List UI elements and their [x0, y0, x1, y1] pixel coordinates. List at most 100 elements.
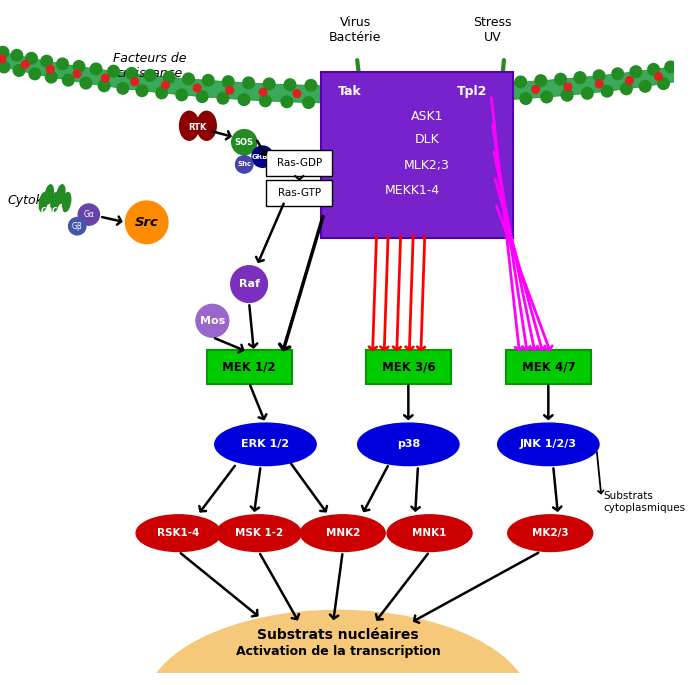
Text: MEKK1-4: MEKK1-4	[385, 184, 440, 197]
Text: ASK1: ASK1	[410, 110, 443, 123]
Circle shape	[281, 96, 292, 108]
Circle shape	[243, 77, 254, 88]
Circle shape	[193, 84, 201, 92]
Circle shape	[47, 66, 54, 73]
Text: MSK 1-2: MSK 1-2	[235, 528, 283, 538]
Circle shape	[499, 94, 510, 105]
Circle shape	[325, 97, 336, 109]
Text: Facteurs de
croissance: Facteurs de croissance	[113, 53, 186, 80]
Text: MK2/3: MK2/3	[532, 528, 569, 538]
Ellipse shape	[507, 515, 593, 551]
Circle shape	[260, 95, 271, 107]
Text: SOS: SOS	[235, 138, 254, 147]
Circle shape	[183, 73, 194, 85]
Text: Tak: Tak	[338, 85, 362, 98]
Circle shape	[235, 155, 253, 173]
Text: Substrats nucléaires: Substrats nucléaires	[257, 627, 419, 642]
Circle shape	[369, 98, 380, 110]
Circle shape	[411, 80, 422, 92]
Circle shape	[202, 75, 214, 86]
Circle shape	[369, 80, 380, 92]
Text: Stress
UV: Stress UV	[473, 16, 512, 44]
Text: RTK: RTK	[188, 123, 207, 132]
Circle shape	[327, 90, 335, 99]
Text: Gβ: Gβ	[72, 222, 82, 231]
Ellipse shape	[215, 423, 316, 466]
Circle shape	[13, 64, 25, 76]
Text: Substrats
cytoplasmiques: Substrats cytoplasmiques	[603, 491, 685, 513]
Circle shape	[131, 78, 139, 86]
Circle shape	[434, 97, 446, 108]
Circle shape	[389, 80, 401, 92]
Text: MLK2;3: MLK2;3	[403, 159, 450, 172]
Circle shape	[0, 55, 6, 63]
Text: MNK1: MNK1	[413, 528, 447, 538]
Circle shape	[73, 61, 84, 72]
Circle shape	[431, 90, 438, 98]
Circle shape	[682, 68, 690, 76]
Circle shape	[232, 129, 257, 155]
Circle shape	[78, 204, 99, 225]
Circle shape	[348, 80, 359, 92]
Circle shape	[574, 72, 586, 84]
Ellipse shape	[144, 610, 531, 685]
Circle shape	[68, 217, 86, 235]
Circle shape	[223, 76, 234, 88]
Circle shape	[465, 89, 473, 97]
Circle shape	[648, 64, 660, 75]
Circle shape	[45, 71, 57, 83]
Circle shape	[453, 79, 465, 90]
Circle shape	[456, 96, 468, 108]
Circle shape	[432, 79, 444, 91]
Ellipse shape	[387, 515, 472, 551]
Text: Activation de la transcription: Activation de la transcription	[235, 645, 440, 658]
Circle shape	[515, 76, 526, 88]
Circle shape	[0, 61, 10, 73]
Circle shape	[601, 86, 613, 97]
Ellipse shape	[62, 192, 70, 212]
Circle shape	[252, 146, 273, 167]
Circle shape	[29, 68, 40, 79]
Polygon shape	[0, 17, 698, 103]
FancyBboxPatch shape	[267, 180, 332, 206]
Circle shape	[217, 92, 229, 104]
Circle shape	[593, 70, 605, 82]
Circle shape	[226, 86, 234, 94]
Ellipse shape	[136, 515, 221, 551]
Circle shape	[11, 49, 22, 61]
Text: Ras-GTP: Ras-GTP	[278, 188, 321, 199]
Circle shape	[57, 58, 68, 70]
Text: p38: p38	[396, 439, 420, 449]
Circle shape	[80, 77, 91, 89]
Text: DLK: DLK	[415, 134, 439, 147]
Circle shape	[107, 66, 119, 77]
Circle shape	[655, 73, 662, 80]
Circle shape	[163, 71, 175, 83]
Circle shape	[681, 59, 693, 70]
Circle shape	[22, 60, 29, 68]
Text: GRB2: GRB2	[252, 153, 273, 160]
Ellipse shape	[45, 185, 53, 204]
Ellipse shape	[216, 515, 302, 551]
Text: MEK 3/6: MEK 3/6	[382, 360, 435, 373]
Circle shape	[346, 98, 358, 109]
Ellipse shape	[197, 111, 216, 140]
Text: Src: Src	[135, 216, 158, 229]
Circle shape	[665, 61, 676, 73]
Ellipse shape	[57, 185, 65, 204]
FancyBboxPatch shape	[366, 350, 451, 384]
Circle shape	[639, 81, 651, 92]
Text: RSK1-4: RSK1-4	[158, 528, 200, 538]
Circle shape	[595, 80, 603, 88]
Text: Mos: Mos	[200, 316, 225, 326]
Ellipse shape	[179, 111, 199, 140]
Circle shape	[238, 94, 250, 105]
Circle shape	[305, 79, 317, 91]
Circle shape	[581, 88, 593, 99]
Ellipse shape	[39, 192, 47, 212]
Circle shape	[73, 70, 81, 77]
Circle shape	[362, 91, 369, 99]
Circle shape	[326, 80, 338, 92]
Circle shape	[612, 68, 623, 79]
Circle shape	[520, 92, 532, 104]
